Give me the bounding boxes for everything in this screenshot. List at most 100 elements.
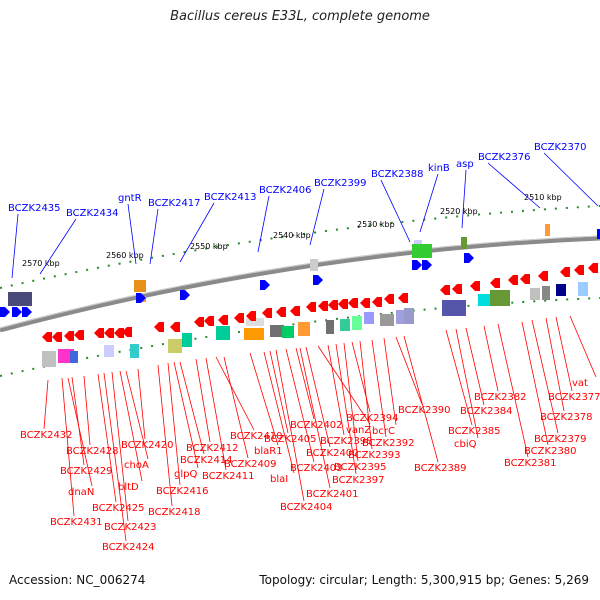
protein-feature-block	[578, 282, 588, 296]
protein-feature-block	[326, 320, 334, 334]
reverse-gene-arrow	[276, 307, 286, 317]
reverse-label-leader	[119, 370, 143, 482]
reverse-gene-arrow	[328, 300, 338, 310]
reverse-label-leader	[157, 364, 173, 507]
forward-gene-arrow	[0, 307, 10, 317]
reverse-label-leader	[43, 379, 49, 430]
forward-gene-label: BCZK2406	[259, 185, 312, 196]
forward-gene-label: BCZK2370	[534, 142, 587, 153]
protein-feature-block	[310, 259, 318, 271]
reverse-gene-label: BCZK2423	[104, 522, 157, 533]
reverse-gene-arrow	[372, 297, 382, 307]
forward-gene-label: kinB	[428, 163, 450, 174]
reverse-label-leader	[61, 377, 75, 517]
forward-label-leader	[179, 202, 215, 263]
reverse-label-leader	[71, 376, 85, 466]
reverse-gene-label: vanZ	[346, 425, 371, 436]
forward-label-leader	[461, 169, 467, 229]
reverse-label-leader	[97, 373, 117, 503]
reverse-gene-label: BCZK2409	[224, 459, 277, 470]
forward-gene-arrow	[597, 229, 600, 239]
reverse-label-leader	[545, 317, 565, 412]
reverse-gene-label: BCZK2414	[180, 455, 233, 466]
reverse-gene-label: BCZK2382	[474, 392, 527, 403]
reverse-gene-arrow	[574, 265, 584, 275]
reverse-label-leader	[299, 347, 331, 489]
forward-label-leader	[11, 213, 19, 279]
reverse-label-leader	[395, 336, 423, 405]
reverse-gene-label: BCZK2392	[362, 438, 415, 449]
reverse-gene-label: BCZK2418	[148, 507, 201, 518]
reverse-gene-arrow	[122, 327, 132, 337]
forward-gene-arrow	[260, 280, 270, 290]
genome-backbone	[0, 235, 600, 333]
reverse-label-leader	[167, 362, 181, 486]
protein-feature-block	[478, 294, 490, 306]
protein-feature-block	[270, 325, 284, 337]
protein-feature-block	[244, 328, 264, 340]
forward-gene-arrow	[412, 260, 422, 270]
reverse-label-leader	[305, 346, 331, 448]
protein-feature-block	[168, 339, 182, 353]
reverse-gene-arrow	[104, 328, 114, 338]
forward-gene-label: BCZK2376	[478, 152, 531, 163]
reverse-label-leader	[335, 343, 357, 475]
reverse-gene-label: BCZK2404	[280, 502, 333, 513]
reverse-gene-label: BCZK2400	[306, 448, 359, 459]
protein-feature-block	[556, 284, 566, 296]
reverse-gene-arrow	[538, 271, 548, 281]
reverse-label-leader	[371, 339, 387, 438]
protein-feature-block	[70, 351, 78, 363]
reverse-gene-label: dnaN	[68, 487, 94, 498]
reverse-gene-arrow	[94, 328, 104, 338]
reverse-label-leader	[555, 316, 573, 392]
reverse-gene-label: BCZK2424	[102, 542, 155, 553]
reverse-gene-label: BCZK2380	[524, 446, 577, 457]
figure-title: Bacillus cereus E33L, complete genome	[170, 9, 430, 24]
reverse-gene-arrow	[318, 301, 328, 311]
reverse-gene-label: BCZK2381	[504, 458, 557, 469]
protein-feature-block	[545, 224, 550, 236]
reverse-gene-label: BCZK2432	[20, 430, 73, 441]
reverse-gene-arrow	[218, 315, 228, 325]
reverse-label-leader	[215, 356, 255, 431]
forward-gene-arrow	[136, 293, 146, 303]
protein-feature-block	[542, 286, 550, 300]
reverse-gene-arrow	[360, 298, 370, 308]
reverse-gene-label: BCZK2425	[92, 503, 145, 514]
forward-gene-label: BCZK2413	[204, 192, 257, 203]
reverse-gene-arrow	[74, 330, 84, 340]
forward-gene-label: BCZK2434	[66, 208, 119, 219]
protein-feature-block	[340, 319, 350, 331]
reverse-gene-label: BCZK2397	[332, 475, 385, 486]
reverse-label-leader	[275, 349, 305, 502]
reverse-gene-arrow	[52, 332, 62, 342]
protein-feature-block	[8, 292, 32, 306]
reverse-gene-arrow	[194, 317, 204, 327]
reverse-label-leader	[351, 341, 371, 413]
forward-label-leader	[257, 195, 270, 253]
kbp-tick-label: 2520 kbp	[440, 207, 478, 216]
reverse-label-leader	[317, 345, 371, 425]
reverse-gene-arrow	[246, 311, 256, 321]
reverse-gene-label: cbiQ	[454, 439, 477, 450]
reverse-gene-arrow	[154, 322, 164, 332]
reverse-gene-arrow	[234, 313, 244, 323]
forward-gene-arrow	[422, 260, 432, 270]
reverse-gene-label: BCZK2420	[121, 440, 174, 451]
reverse-gene-label: BCZK2401	[306, 489, 359, 500]
protein-feature-block	[130, 344, 139, 358]
reverse-gene-label: BCZK2403	[290, 463, 343, 474]
reverse-gene-label: BCZK2405	[264, 434, 317, 445]
forward-label-leader	[487, 162, 541, 209]
protein-feature-block	[461, 237, 467, 249]
reverse-label-leader	[383, 337, 397, 426]
reverse-gene-arrow	[560, 267, 570, 277]
reverse-gene-arrow	[170, 322, 180, 332]
reverse-gene-arrow	[470, 281, 480, 291]
forward-gene-label: asp	[456, 159, 474, 170]
kbp-tick-label: 2530 kbp	[357, 220, 395, 229]
reverse-gene-arrow	[204, 316, 214, 326]
reverse-gene-label: BCZK2395	[334, 462, 387, 473]
reverse-gene-label: BCZK2384	[460, 406, 513, 417]
